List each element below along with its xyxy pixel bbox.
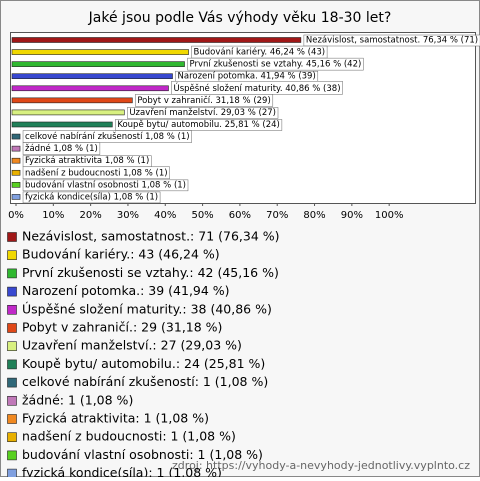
bar-label: budování vlastní osobnosti 1,08 % (1) <box>25 180 186 190</box>
legend-label: Fyzická atraktivita: 1 (1,08 %) <box>22 411 209 426</box>
legend-swatch <box>7 232 17 242</box>
bar-label: Pobyt v zahraničí. 31,18 % (29) <box>137 95 270 106</box>
bar <box>11 97 133 104</box>
bar <box>11 169 21 176</box>
bar <box>11 61 185 67</box>
bar-label: fyzická kondice(síla) 1,08 % (1) <box>25 192 158 202</box>
bar <box>11 49 189 55</box>
legend-swatch <box>7 432 17 443</box>
legend-swatch <box>7 414 17 424</box>
bar-label: Narození potomka. 41,94 % (39) <box>178 72 316 82</box>
bar-label: Uzavření manželství. 29,03 % (27) <box>129 108 276 118</box>
bar <box>11 133 21 140</box>
bar-label: Budování kariéry. 46,24 % (43) <box>194 47 326 58</box>
legend-swatch <box>7 304 17 315</box>
legend-label: žádné: 1 (1,08 %) <box>22 392 133 407</box>
legend-label: Koupě bytu/ automobilu.: 24 (25,81 %) <box>22 356 265 371</box>
legend-swatch <box>7 450 17 461</box>
legend-label: Uzavření manželství.: 27 (29,03 %) <box>22 338 242 353</box>
legend-swatch <box>7 250 17 260</box>
bar-label-bg <box>22 130 192 143</box>
bar <box>11 85 169 92</box>
bar <box>11 182 21 188</box>
bar <box>11 73 173 80</box>
bar-label-bg <box>303 34 480 47</box>
bar-label: Koupě bytu/ automobilu. 25,81 % (24) <box>117 120 280 130</box>
x-tick-label: 40% <box>154 210 176 221</box>
legend-label: Nezávislost, samostatnost.: 71 (76,34 %) <box>22 229 280 244</box>
bar <box>11 145 21 152</box>
bar-label: Nezávislost, samostatnost. 76,34 % (71) <box>306 36 478 46</box>
x-tick-label: 70% <box>266 210 288 221</box>
bar-label-bg <box>22 142 101 155</box>
bar-label-bg <box>135 94 274 107</box>
legend-label: Budování kariéry.: 43 (46,24 %) <box>22 247 220 262</box>
x-tick-label: 60% <box>229 210 251 221</box>
bar-label-bg <box>22 166 170 180</box>
chart-title: Jaké jsou podle Vás výhody věku 18-30 le… <box>88 10 392 26</box>
bar-label: žádné 1,08 % (1) <box>25 143 98 154</box>
legend-swatch <box>7 341 17 352</box>
bar-label: Fyzická atraktivita 1,08 % (1) <box>25 156 149 166</box>
bar-label-bg <box>22 191 161 204</box>
bar <box>11 109 125 116</box>
x-tick-label: 30% <box>117 210 139 221</box>
bar-label: celkové nabírání zkušeností 1,08 % (1) <box>25 131 190 142</box>
legend-swatch <box>7 286 17 297</box>
bar <box>11 37 302 43</box>
bar-label: Úspěšné složení maturity. 40,86 % (38) <box>173 82 340 94</box>
bar <box>11 157 21 164</box>
legend-label: budování vlastní osobnosti: 1 (1,08 %) <box>22 447 263 462</box>
bar <box>11 194 21 200</box>
legend-label: nadšení z budoucnosti: 1 (1,08 %) <box>22 429 236 444</box>
x-tick-label: 10% <box>42 210 64 221</box>
x-tick-label: 100% <box>375 210 404 221</box>
legend-label: Pobyt v zahraničí.: 29 (31,18 %) <box>22 320 222 335</box>
bar <box>11 121 113 128</box>
legend-swatch <box>7 268 17 279</box>
bar-label-bg <box>115 119 283 131</box>
legend-swatch <box>7 468 17 479</box>
x-tick-label: 50% <box>191 210 213 221</box>
bar-label: nadšení z budoucnosti 1,08 % (1) <box>25 167 168 178</box>
legend-label: fyzická kondice(síla): 1 (1,08 %) <box>22 465 222 477</box>
bar-label-bg <box>127 107 279 119</box>
legend-label: Úspěšné složení maturity.: 38 (40,86 %) <box>22 301 272 316</box>
legend-swatch <box>7 359 17 370</box>
x-tick-label: 90% <box>341 210 363 221</box>
legend-swatch <box>7 395 17 406</box>
bar-label-bg <box>187 57 364 71</box>
source: zdroj: https://vyhody-a-nevyhody-jednotl… <box>172 459 470 472</box>
x-tick-label: 80% <box>303 210 325 221</box>
legend-label: celkové nabírání zkušeností: 1 (1,08 %) <box>22 374 268 389</box>
legend-label: První zkušenosti se vztahy.: 42 (45,16 %… <box>22 265 279 280</box>
x-tick-label: 0% <box>8 210 24 221</box>
bar-label: První zkušenosti se vztahy. 45,16 % (42) <box>190 59 362 70</box>
legend-label: Narození potomka.: 39 (41,94 %) <box>22 283 230 298</box>
legend-swatch <box>7 377 17 388</box>
legend-swatch <box>7 323 17 333</box>
bar-label-bg <box>22 179 189 192</box>
x-tick-label: 20% <box>80 210 102 221</box>
